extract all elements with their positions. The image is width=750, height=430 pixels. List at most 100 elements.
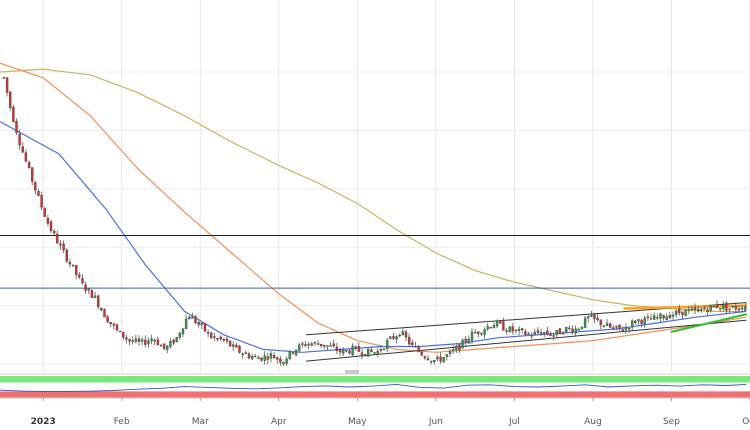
candle	[524, 328, 527, 337]
candle	[326, 345, 329, 351]
candle	[216, 337, 219, 342]
candle-body	[426, 358, 430, 361]
candle-body	[348, 350, 351, 354]
candle-body	[671, 314, 675, 317]
candle-body	[593, 314, 596, 319]
candle	[395, 335, 398, 344]
candle-body	[260, 357, 263, 361]
candle	[571, 325, 574, 335]
candle-body	[571, 328, 574, 333]
candle-body	[301, 343, 304, 345]
candle	[417, 345, 420, 353]
candle-body	[615, 325, 618, 328]
candle-body	[106, 316, 109, 323]
candle-body	[40, 194, 43, 208]
candle-body	[678, 308, 681, 314]
x-axis: 2023 Feb Mar Apr May Jun Jul Aug Sep Oct	[0, 397, 750, 427]
candle	[78, 272, 81, 280]
candle	[709, 305, 712, 313]
candle	[15, 118, 18, 136]
candle	[175, 336, 178, 343]
candle	[561, 330, 565, 335]
candle-body	[238, 345, 241, 353]
candle	[587, 315, 590, 323]
separator-handle[interactable]	[345, 370, 359, 374]
candle	[134, 334, 138, 344]
candle-body	[392, 335, 395, 339]
candle-body	[326, 345, 329, 347]
candle-body	[467, 339, 470, 344]
candle-body	[257, 357, 260, 359]
candle	[5, 77, 9, 97]
candle-body	[71, 264, 75, 267]
candle	[250, 353, 254, 360]
candle-body	[744, 306, 747, 311]
x-tick-label: Aug	[584, 417, 602, 427]
candle	[150, 334, 153, 345]
candle-body	[455, 346, 458, 351]
candle	[637, 318, 640, 325]
candle-body	[134, 338, 138, 342]
candle	[285, 356, 288, 367]
candle-body	[473, 331, 477, 334]
candle	[574, 325, 577, 336]
candle-body	[451, 349, 455, 351]
x-tick-label: Sep	[663, 417, 680, 427]
candle-body	[653, 315, 656, 320]
candle-body	[253, 355, 257, 358]
candle-body	[602, 325, 606, 327]
candle-body	[376, 350, 379, 355]
candle-body	[332, 343, 335, 347]
candle	[24, 149, 28, 163]
candle	[360, 349, 364, 360]
candle-body	[420, 351, 423, 356]
candle-body	[128, 338, 131, 342]
candle	[430, 360, 433, 365]
candle	[649, 313, 653, 320]
candle	[445, 353, 449, 361]
candle	[590, 310, 593, 318]
candle	[53, 229, 56, 236]
candle	[181, 328, 185, 338]
candle-body	[697, 308, 700, 312]
candle	[627, 327, 631, 333]
candle	[140, 336, 144, 346]
candle-body	[354, 346, 357, 348]
candle-body	[140, 339, 144, 342]
candle	[2, 76, 6, 80]
candle	[203, 322, 207, 333]
candle	[615, 325, 618, 331]
candle	[499, 319, 502, 324]
candle-body	[210, 332, 213, 339]
candle-body	[310, 343, 313, 346]
candle-body	[448, 350, 452, 354]
candle	[184, 314, 188, 330]
candle	[706, 306, 709, 316]
candle	[728, 308, 731, 313]
candle	[100, 307, 103, 312]
candle-body	[561, 332, 565, 335]
candle-body	[21, 146, 24, 153]
candle-body	[231, 344, 235, 347]
candle-body	[621, 329, 624, 331]
horizontal-levels	[0, 235, 750, 289]
candle	[618, 324, 621, 332]
candle-body	[194, 316, 197, 324]
candle	[169, 338, 172, 349]
candle-body	[65, 249, 69, 262]
candle	[715, 300, 719, 309]
candle-body	[549, 333, 552, 336]
candle-body	[386, 340, 389, 349]
candle	[700, 306, 703, 313]
candle-body	[555, 330, 558, 335]
candle-body	[527, 333, 530, 335]
candle-body	[81, 278, 84, 284]
candle	[282, 361, 285, 366]
candle	[458, 344, 461, 353]
candle	[602, 324, 606, 328]
sma-slow-line	[0, 68, 747, 312]
candle	[304, 340, 307, 347]
candle-body	[159, 345, 163, 347]
candle-body	[722, 304, 725, 310]
candle	[272, 352, 276, 359]
